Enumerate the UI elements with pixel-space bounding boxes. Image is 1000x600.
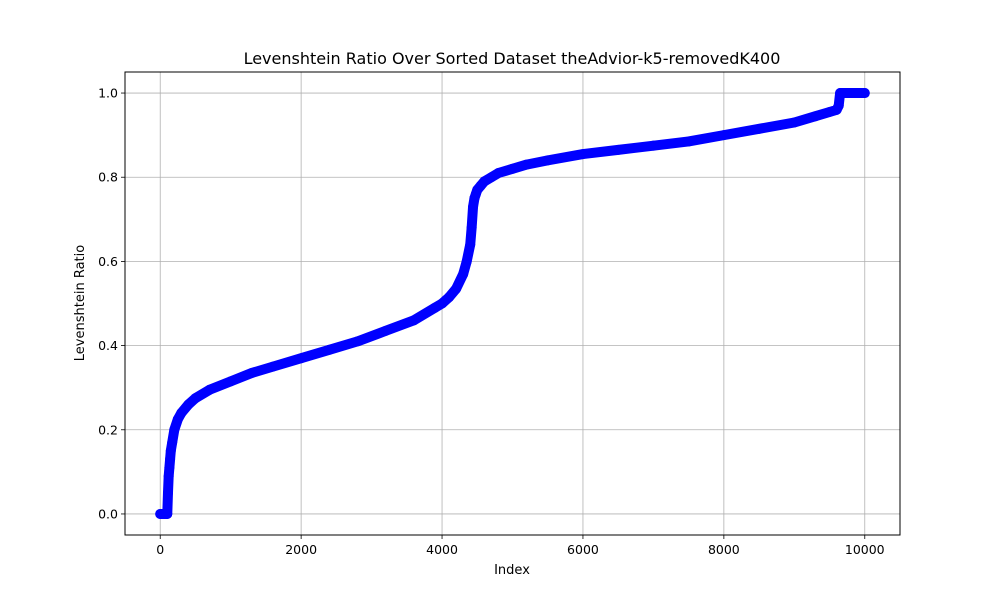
data-point: [204, 384, 215, 395]
data-point: [246, 367, 257, 378]
data-point: [613, 144, 624, 155]
data-point: [165, 454, 176, 465]
data-point: [183, 399, 194, 410]
data-point: [577, 149, 588, 160]
data-point: [493, 168, 504, 179]
data-point: [165, 445, 176, 456]
data-point: [162, 487, 173, 498]
data-point: [352, 336, 363, 347]
data-point: [852, 88, 863, 99]
x-tick-label: 6000: [567, 542, 599, 557]
data-point: [718, 130, 729, 141]
x-tick-label: 2000: [285, 542, 317, 557]
data-point: [225, 376, 236, 387]
data-point: [810, 111, 821, 122]
data-point: [324, 344, 335, 355]
x-tick-label: 8000: [708, 542, 740, 557]
data-point: [521, 159, 532, 170]
y-axis-label: Levenshtein Ratio: [73, 245, 88, 361]
data-point: [754, 123, 765, 134]
y-axis-ticks: 0.0 0.2 0.4 0.6 0.8 1.0: [98, 86, 125, 521]
data-point: [683, 136, 694, 147]
data-point: [833, 100, 844, 111]
data-point: [838, 88, 849, 99]
x-tick-label: 10000: [845, 542, 885, 557]
data-point: [267, 361, 278, 372]
chart-title: Levenshtein Ratio Over Sorted Dataset th…: [244, 49, 781, 68]
data-point: [167, 437, 178, 448]
data-point: [164, 462, 175, 473]
y-tick-label: 0.0: [98, 506, 118, 521]
data-point: [507, 163, 518, 174]
data-point: [466, 222, 477, 233]
data-point: [444, 292, 455, 303]
plot-frame: [124, 71, 901, 536]
y-tick-label: 0.4: [98, 338, 118, 353]
x-axis-ticks: 0 2000 4000 6000 8000 10000: [156, 535, 885, 557]
x-axis-label: Index: [494, 563, 530, 578]
data-point: [458, 269, 469, 280]
data-series: [155, 88, 870, 519]
data-point: [163, 471, 174, 482]
data-point: [542, 155, 553, 166]
y-tick-label: 0.8: [98, 170, 118, 185]
data-point: [380, 325, 391, 336]
data-point: [648, 140, 659, 151]
data-point: [176, 407, 187, 418]
y-tick-label: 0.6: [98, 254, 118, 269]
data-point: [296, 353, 307, 364]
data-point: [169, 424, 180, 435]
data-point: [451, 283, 462, 294]
y-tick-label: 0.2: [98, 422, 118, 437]
y-tick-label: 1.0: [98, 86, 118, 101]
data-point: [461, 256, 472, 267]
data-point: [845, 88, 856, 99]
data-point: [190, 393, 201, 404]
data-point: [408, 315, 419, 326]
data-point: [468, 201, 479, 212]
x-tick-label: 4000: [426, 542, 458, 557]
data-point: [437, 298, 448, 309]
data-point: [789, 117, 800, 128]
data-point: [859, 88, 870, 99]
data-point: [465, 239, 476, 250]
x-tick-label: 0: [156, 542, 164, 557]
data-point: [162, 508, 173, 519]
